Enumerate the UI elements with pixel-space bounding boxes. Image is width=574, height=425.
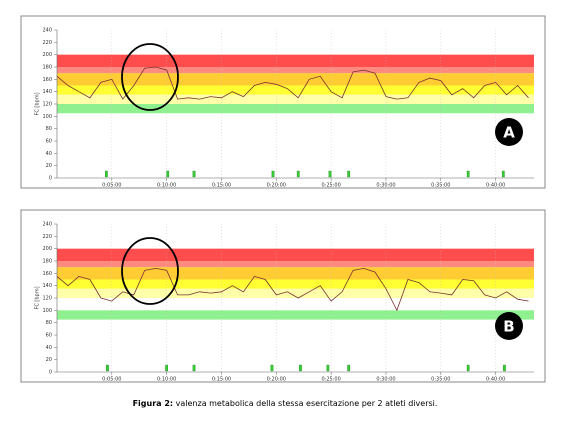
event-marker — [192, 364, 196, 372]
y-tick-label: 160 — [42, 271, 52, 277]
heart-rate-line — [56, 66, 529, 100]
highlight-circle — [121, 43, 179, 111]
x-tick-label: 0:40:00 — [486, 377, 505, 383]
zone-band — [57, 310, 534, 320]
y-tick-label: 40 — [46, 345, 52, 351]
x-tick-label: 0:05:00 — [102, 183, 121, 189]
y-tick-label: 220 — [42, 234, 52, 240]
x-tick-label: 0:30:00 — [376, 377, 395, 383]
y-tick-label: 140 — [42, 283, 52, 289]
y-tick-label: 60 — [46, 333, 52, 339]
event-marker — [466, 364, 470, 372]
y-tick-label: 180 — [42, 65, 52, 71]
highlight-circle — [121, 237, 179, 305]
chart-label: A — [503, 124, 515, 142]
y-tick-label: 240 — [42, 222, 52, 228]
y-tick-label: 120 — [42, 102, 52, 108]
y-tick-label: 20 — [46, 357, 52, 363]
x-tick-label: 0:10:00 — [157, 377, 176, 383]
y-axis-label: FC [bpm] — [35, 286, 41, 309]
zone-band — [57, 288, 534, 298]
caption-label: Figura 2: — [133, 399, 174, 408]
event-marker — [503, 364, 506, 372]
y-tick-label: 220 — [42, 40, 52, 46]
y-tick-label: 80 — [46, 126, 52, 132]
x-tick-label: 0:20:00 — [267, 183, 286, 189]
x-tick-label: 0:20:00 — [267, 377, 286, 383]
y-tick-label: 0 — [49, 176, 52, 182]
y-tick-label: 100 — [42, 308, 52, 314]
event-marker — [328, 170, 332, 178]
caption: Figura 2: valenza metabolica della stess… — [133, 399, 438, 408]
x-tick-label: 0:15:00 — [212, 377, 231, 383]
label-badge — [495, 118, 523, 146]
zone-band — [57, 279, 534, 289]
y-tick-label: 60 — [46, 139, 52, 145]
x-tick-label: 0:25:00 — [321, 377, 340, 383]
y-tick-label: 100 — [42, 114, 52, 120]
caption-text: valenza metabolica della stessa esercita… — [176, 399, 438, 408]
event-marker — [466, 170, 470, 178]
chart: 0 20 40 60 80 100 120 140 160 180 200 220 240 0:05:00… — [20, 209, 546, 383]
x-tick-label: 0:25:00 — [321, 183, 340, 189]
event-marker — [106, 364, 109, 372]
event-marker — [104, 170, 108, 178]
event-marker — [270, 364, 274, 372]
zone-band — [57, 104, 534, 114]
x-tick-label: 0:35:00 — [431, 183, 450, 189]
event-marker — [347, 364, 351, 372]
y-tick-label: 20 — [46, 163, 52, 169]
zone-band — [57, 261, 534, 268]
zone-band — [57, 267, 534, 280]
event-marker — [347, 170, 351, 178]
event-marker — [296, 170, 300, 178]
x-tick-label: 0:30:00 — [376, 183, 395, 189]
chart-label: B — [503, 318, 514, 336]
x-tick-label: 0:40:00 — [486, 183, 505, 189]
y-tick-label: 160 — [42, 77, 52, 83]
event-marker — [326, 364, 330, 372]
label-badge — [495, 312, 523, 340]
y-tick-label: 80 — [46, 320, 52, 326]
y-tick-label: 120 — [42, 296, 52, 302]
x-tick-label: 0:10:00 — [157, 183, 176, 189]
y-axis-label: FC [bpm] — [35, 92, 41, 115]
heart-rate-line — [56, 267, 529, 312]
x-tick-label: 0:35:00 — [431, 377, 450, 383]
zone-band — [57, 85, 534, 95]
x-tick-label: 0:15:00 — [212, 183, 231, 189]
y-tick-label: 200 — [42, 52, 52, 58]
y-tick-label: 40 — [46, 151, 52, 157]
event-marker — [501, 170, 505, 178]
chart: 0 20 40 60 80 100 120 140 160 180 200 220 240 0:05:00… — [20, 15, 546, 189]
zone-band — [57, 73, 534, 86]
x-tick-label: 0:05:00 — [102, 377, 121, 383]
zone-band — [57, 94, 534, 104]
event-marker — [271, 170, 275, 178]
y-tick-label: 200 — [42, 246, 52, 252]
zone-band — [57, 67, 534, 74]
event-marker — [166, 170, 170, 178]
y-tick-label: 180 — [42, 259, 52, 265]
y-tick-label: 0 — [49, 370, 52, 376]
event-marker — [192, 170, 196, 178]
event-marker — [165, 364, 169, 372]
event-marker — [299, 364, 302, 372]
y-tick-label: 140 — [42, 89, 52, 95]
y-tick-label: 240 — [42, 28, 52, 34]
